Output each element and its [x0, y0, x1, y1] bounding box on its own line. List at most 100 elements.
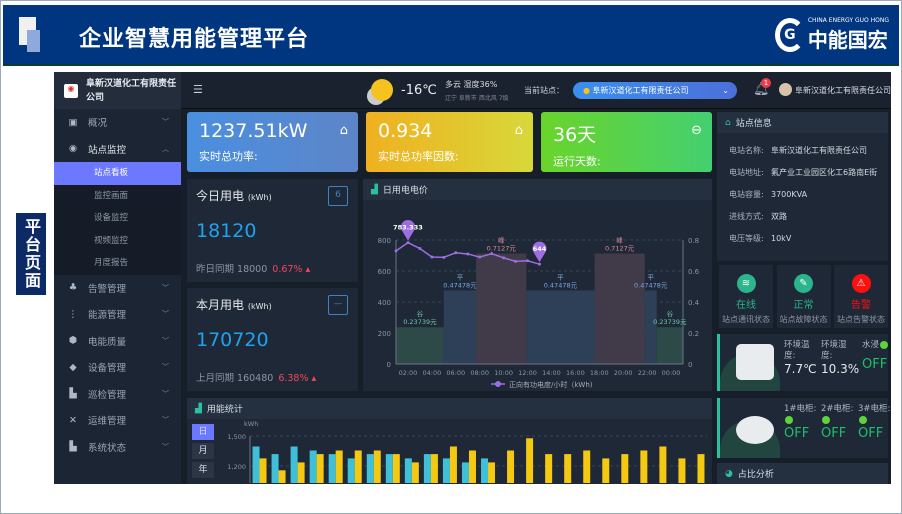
status-dot-icon [822, 415, 830, 424]
env-temp-value: 7.7℃ [784, 362, 817, 376]
pie-chart-icon: ◕ [725, 468, 733, 479]
price-band-label: 0.47478元 [634, 281, 668, 289]
usage-tab[interactable]: 月 [192, 443, 214, 459]
legend-label: 正向有功电度/小时（kWh) [509, 380, 593, 389]
top-banner: 企业智慧用能管理平台 G CHINA ENERGY GUO HONG 中能国宏 [3, 5, 899, 66]
sidebar-item[interactable]: ▙ 系统状态 ﹀ [54, 434, 181, 461]
y-tick-label: 1,500 [227, 433, 246, 441]
marker-pin [400, 219, 415, 241]
user-name[interactable]: 阜新汉道化工有限责任公司 [795, 86, 891, 95]
price-band [396, 327, 444, 364]
status-card: ✎ 正常 站点故障状态 [776, 265, 831, 328]
home-power-icon: ⌂ [339, 123, 348, 138]
sidebar-item[interactable]: ♣ 告警管理 ﹀ [54, 275, 181, 302]
y-tick-label: 800 [378, 237, 391, 245]
submenu-item[interactable]: 视频监控 [94, 235, 129, 246]
usage-tab[interactable]: 年 [192, 462, 214, 478]
x-tick-label: 10:00 [494, 369, 513, 377]
status-dot-icon [785, 415, 793, 424]
x-tick-label: 12:00 [518, 369, 537, 377]
line-point [406, 241, 410, 245]
site-select[interactable]: ● 阜新汉道化工有限责任公司 ⌄ [573, 82, 737, 99]
y2-tick-label: 0.4 [688, 299, 700, 307]
chevron-down-icon: ﹀ [162, 310, 169, 319]
line-point [454, 251, 458, 255]
y-tick-label: 600 [378, 268, 391, 276]
usage-bar [526, 438, 534, 483]
usage-bar [564, 454, 572, 483]
wifi-icon: ≋ [736, 274, 756, 293]
x-tick-label: 02:00 [399, 369, 418, 377]
app-window: ◉ 阜新汉道化工有限责任公司 ▣ 概况 ﹀ ◉ 站点监控 ︿ 站点看板 监控画面 设备监控 视频监控… [54, 72, 891, 484]
sidebar-item[interactable]: ⋮ 能源管理 ﹀ [54, 301, 181, 328]
submenu-item[interactable]: 设备监控 [94, 213, 129, 223]
price-band-type: 平 [457, 273, 464, 281]
env-humidity-value: 10.3% [821, 362, 860, 376]
submenu-item[interactable]: 站点看板 [54, 162, 181, 185]
usage-bar [290, 446, 298, 483]
usage-bar [423, 454, 431, 483]
sidebar: ◉ 阜新汉道化工有限责任公司 ▣ 概况 ﹀ ◉ 站点监控 ︿ 站点看板 监控画面 设备监控 视频监控… [54, 72, 181, 484]
sidebar-item[interactable]: ▣ 概况 ﹀ [54, 109, 181, 136]
status-card: ≋ 在线 站点通讯状态 [719, 265, 773, 328]
chevron-down-icon: ﹀ [162, 363, 169, 372]
usage-bar [404, 458, 412, 483]
month-usage-value: 170720 [196, 329, 269, 351]
status-dot-icon [859, 415, 867, 424]
price-band-label: 0.7127元 [487, 245, 517, 253]
usage-bar [430, 454, 438, 483]
price-band-label: 0.23739元 [403, 318, 437, 326]
marker-label: 783.333 [393, 224, 423, 232]
y2-tick-label: 0.6 [688, 268, 700, 276]
cabinet-status: 2#电柜: OFF [821, 404, 854, 441]
x-tick-label: 22:00 [638, 369, 657, 377]
sidebar-item[interactable]: ✕ 运维管理 ﹀ [54, 407, 181, 434]
chevron-up-icon: ︿ [162, 144, 169, 153]
price-band [644, 290, 657, 364]
y2-tick-label: 0 [688, 361, 692, 369]
status-dot-icon [880, 340, 889, 349]
price-band-type: 谷 [667, 309, 674, 318]
weather-location: 辽宁 阜新市 西北风 7级 [445, 95, 509, 102]
page-label: 平台页面 [16, 213, 46, 295]
kpi-card: 1237.51kW 实时总功率: ⌂ [187, 112, 358, 172]
usage-tab[interactable]: 日 [192, 424, 214, 440]
usage-bar [545, 454, 553, 483]
usage-bar [488, 462, 496, 483]
usage-bar [278, 470, 286, 483]
pulse-icon: ⊖ [691, 123, 702, 138]
price-band-type: 峰 [498, 236, 505, 245]
sidebar-item[interactable]: ◆ 设备管理 ﹀ [54, 354, 181, 381]
line-point [526, 259, 530, 263]
cube-icon: ⬢ [68, 335, 78, 347]
y-tick-label: 0 [387, 361, 391, 369]
usage-bar [659, 446, 667, 483]
month-usage-card: 本月用电 (kWh) — 170720 上月同期 160480 6.38% ▴ [187, 288, 358, 391]
usage-bar [461, 462, 469, 483]
banner-title: 企业智慧用能管理平台 [79, 27, 310, 52]
usage-stats-panel: ▟ 用能统计 日月年 kWh 1,500 1,200 [187, 398, 712, 484]
sidebar-item[interactable]: ◉ 站点监控 ︿ [54, 136, 181, 163]
x-tick-label: 20:00 [614, 369, 633, 377]
usage-bar [309, 450, 317, 483]
x-tick-label: 04:00 [423, 369, 442, 377]
banner-square-icon [27, 30, 40, 52]
bar-chart-icon: ▟ [195, 403, 202, 414]
sidebar-item[interactable]: ⬢ 电能质量 ﹀ [54, 328, 181, 355]
submenu-item[interactable]: 月度报告 [94, 258, 129, 268]
sidebar-item[interactable]: ▙ 巡检管理 ﹀ [54, 381, 181, 408]
site-info-row: 电站名称: 阜新汉道化工有限责任公司 [729, 145, 867, 155]
site-info-row: 电压等级: 10kV [729, 233, 792, 243]
price-band-type: 谷 [417, 309, 424, 318]
line-point [538, 262, 541, 266]
weather-cloud-icon [371, 79, 393, 101]
smoke-detector-image [736, 416, 774, 444]
submenu-item[interactable]: 监控画面 [94, 190, 129, 201]
menu-toggle-icon[interactable]: ☰ [193, 83, 203, 96]
chevron-down-icon: ﹀ [162, 442, 169, 451]
usage-bar [259, 458, 267, 483]
y-tick-label: 400 [378, 299, 391, 307]
user-avatar[interactable] [779, 83, 792, 96]
today-usage-card: 今日用电 (kWh) 6 18120 昨日同期 18000 0.67% ▴ [187, 179, 358, 282]
chart-title: 日用电电价 [382, 186, 428, 196]
